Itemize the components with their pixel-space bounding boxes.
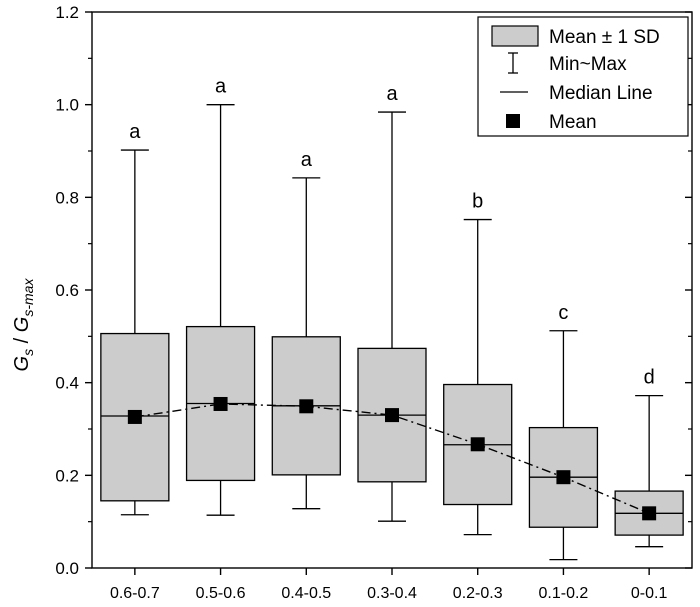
significance-letter: c bbox=[558, 302, 568, 324]
significance-letter: b bbox=[472, 191, 483, 213]
y-tick-label: 0.0 bbox=[55, 559, 79, 578]
y-label-denominator: G bbox=[11, 317, 33, 333]
box-series: a a a a b c d bbox=[100, 76, 684, 561]
mean-marker bbox=[127, 409, 142, 424]
y-tick-label: 1.2 bbox=[55, 3, 79, 22]
x-tick-label: 0.2-0.3 bbox=[453, 585, 503, 602]
mean-marker bbox=[556, 470, 571, 485]
x-tick-label: 0-0.1 bbox=[631, 585, 668, 602]
y-tick-label: 0.8 bbox=[55, 188, 79, 207]
significance-letter: d bbox=[644, 367, 655, 389]
y-tick-label: 0.6 bbox=[55, 281, 79, 300]
significance-letter: a bbox=[129, 121, 141, 143]
y-tick-label: 0.2 bbox=[55, 466, 79, 485]
box-group: a bbox=[357, 83, 427, 522]
box-group: a bbox=[100, 121, 170, 516]
x-tick-label: 0.4-0.5 bbox=[281, 585, 331, 602]
legend-label: Min~Max bbox=[549, 54, 627, 75]
legend-label: Mean bbox=[549, 112, 597, 133]
mean-marker bbox=[642, 506, 657, 521]
significance-letter: a bbox=[301, 149, 313, 171]
x-tick-label: 0.5-0.6 bbox=[196, 585, 246, 602]
significance-letter: a bbox=[215, 76, 227, 98]
y-label-numerator-sub: s bbox=[20, 349, 36, 356]
x-tick-label: 0.6-0.7 bbox=[110, 585, 160, 602]
y-axis-label: Gs / Gs-max bbox=[11, 278, 36, 372]
y-label-denominator-sub: s-max bbox=[20, 278, 36, 317]
box-group: a bbox=[185, 76, 256, 516]
legend-swatch-mean bbox=[506, 114, 520, 128]
legend-label: Median Line bbox=[549, 83, 653, 104]
legend-label: Mean ± 1 SD bbox=[549, 27, 660, 48]
y-tick-label: 0.4 bbox=[55, 374, 79, 393]
legend: Mean ± 1 SD Min~Max Median Line Mean bbox=[477, 16, 689, 137]
box-group: a bbox=[271, 149, 341, 510]
mean-connector bbox=[127, 396, 657, 521]
significance-letter: a bbox=[386, 83, 398, 105]
mean-marker bbox=[470, 437, 485, 452]
x-tick-label: 0.3-0.4 bbox=[367, 585, 417, 602]
y-tick-label: 1.0 bbox=[55, 96, 79, 115]
x-tick-label: 0.1-0.2 bbox=[539, 585, 589, 602]
box-group: b bbox=[443, 191, 513, 536]
y-label-numerator: G bbox=[11, 356, 33, 372]
box-group: c bbox=[528, 302, 599, 561]
mean-marker bbox=[385, 408, 399, 423]
y-axis: 0.0 0.2 0.4 0.6 0.8 1.0 1.2 bbox=[55, 3, 692, 578]
mean-marker bbox=[213, 396, 228, 411]
x-axis: 0.6-0.7 0.5-0.6 0.4-0.5 0.3-0.4 0.2-0.3 0.1-0… bbox=[110, 568, 668, 602]
mean-marker bbox=[299, 399, 314, 414]
y-label-separator: / bbox=[11, 332, 33, 349]
legend-swatch-box bbox=[491, 25, 539, 47]
